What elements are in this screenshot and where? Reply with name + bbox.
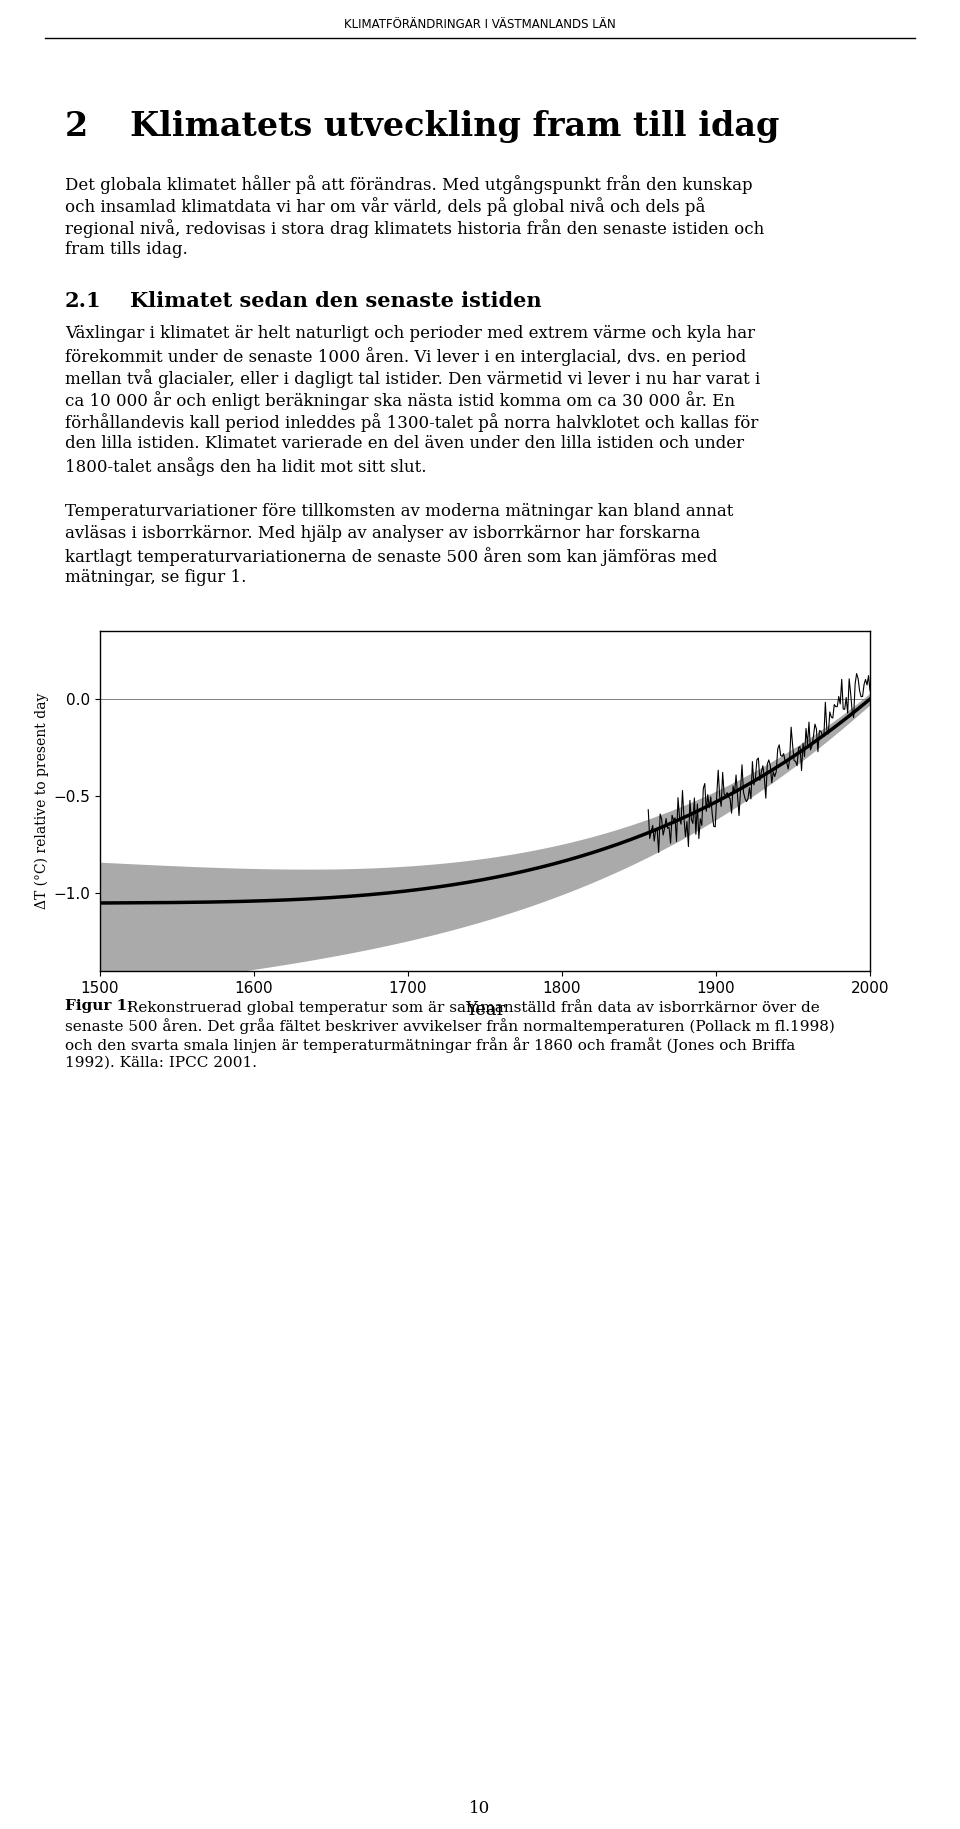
- Text: Rekonstruerad global temperatur som är sammanställd från data av isborrkärnor öv: Rekonstruerad global temperatur som är s…: [122, 999, 820, 1015]
- Text: förhållandevis kall period inleddes på 1300-talet på norra halvklotet och kallas: förhållandevis kall period inleddes på 1…: [65, 413, 758, 432]
- Text: och insamlad klimatdata vi har om vår värld, dels på global nivå och dels på: och insamlad klimatdata vi har om vår vä…: [65, 198, 706, 216]
- Text: ca 10 000 år och enligt beräkningar ska nästa istid komma om ca 30 000 år. En: ca 10 000 år och enligt beräkningar ska …: [65, 391, 735, 410]
- Text: KLIMATFÖRÄNDRINGAR I VÄSTMANLANDS LÄN: KLIMATFÖRÄNDRINGAR I VÄSTMANLANDS LÄN: [344, 18, 616, 31]
- Text: 2.1: 2.1: [65, 291, 102, 311]
- Text: Växlingar i klimatet är helt naturligt och perioder med extrem värme och kyla ha: Växlingar i klimatet är helt naturligt o…: [65, 326, 756, 342]
- Text: kartlagt temperaturvariationerna de senaste 500 åren som kan jämföras med: kartlagt temperaturvariationerna de sena…: [65, 547, 717, 565]
- Text: avläsas i isborrkärnor. Med hjälp av analyser av isborrkärnor har forskarna: avläsas i isborrkärnor. Med hjälp av ana…: [65, 525, 700, 541]
- Text: Det globala klimatet håller på att förändras. Med utgångspunkt från den kunskap: Det globala klimatet håller på att förän…: [65, 176, 753, 194]
- Text: och den svarta smala linjen är temperaturmätningar från år 1860 och framåt (Jone: och den svarta smala linjen är temperatu…: [65, 1037, 795, 1054]
- X-axis label: Year: Year: [465, 1000, 505, 1019]
- Y-axis label: ΔT (°C) relative to present day: ΔT (°C) relative to present day: [35, 693, 49, 909]
- Text: regional nivå, redovisas i stora drag klimatets historia från den senaste istide: regional nivå, redovisas i stora drag kl…: [65, 219, 764, 238]
- Text: Temperaturvariationer före tillkomsten av moderna mätningar kan bland annat: Temperaturvariationer före tillkomsten a…: [65, 503, 733, 519]
- Text: senaste 500 åren. Det gråa fältet beskriver avvikelser från normaltemperaturen (: senaste 500 åren. Det gråa fältet beskri…: [65, 1019, 835, 1033]
- Text: Klimatets utveckling fram till idag: Klimatets utveckling fram till idag: [130, 110, 780, 143]
- Text: 10: 10: [469, 1800, 491, 1816]
- Text: 1800-talet ansågs den ha lidit mot sitt slut.: 1800-talet ansågs den ha lidit mot sitt …: [65, 457, 426, 476]
- Text: 2: 2: [65, 110, 88, 143]
- Text: mätningar, se figur 1.: mätningar, se figur 1.: [65, 569, 247, 585]
- Text: 1992). Källa: IPCC 2001.: 1992). Källa: IPCC 2001.: [65, 1055, 257, 1070]
- Text: mellan två glacialer, eller i dagligt tal istider. Den värmetid vi lever i nu ha: mellan två glacialer, eller i dagligt ta…: [65, 369, 760, 388]
- Text: Klimatet sedan den senaste istiden: Klimatet sedan den senaste istiden: [130, 291, 541, 311]
- Text: Figur 1:: Figur 1:: [65, 999, 132, 1013]
- Text: fram tills idag.: fram tills idag.: [65, 241, 188, 258]
- Text: förekommit under de senaste 1000 åren. Vi lever i en interglacial, dvs. en perio: förekommit under de senaste 1000 åren. V…: [65, 348, 746, 366]
- Text: den lilla istiden. Klimatet varierade en del även under den lilla istiden och un: den lilla istiden. Klimatet varierade en…: [65, 435, 744, 452]
